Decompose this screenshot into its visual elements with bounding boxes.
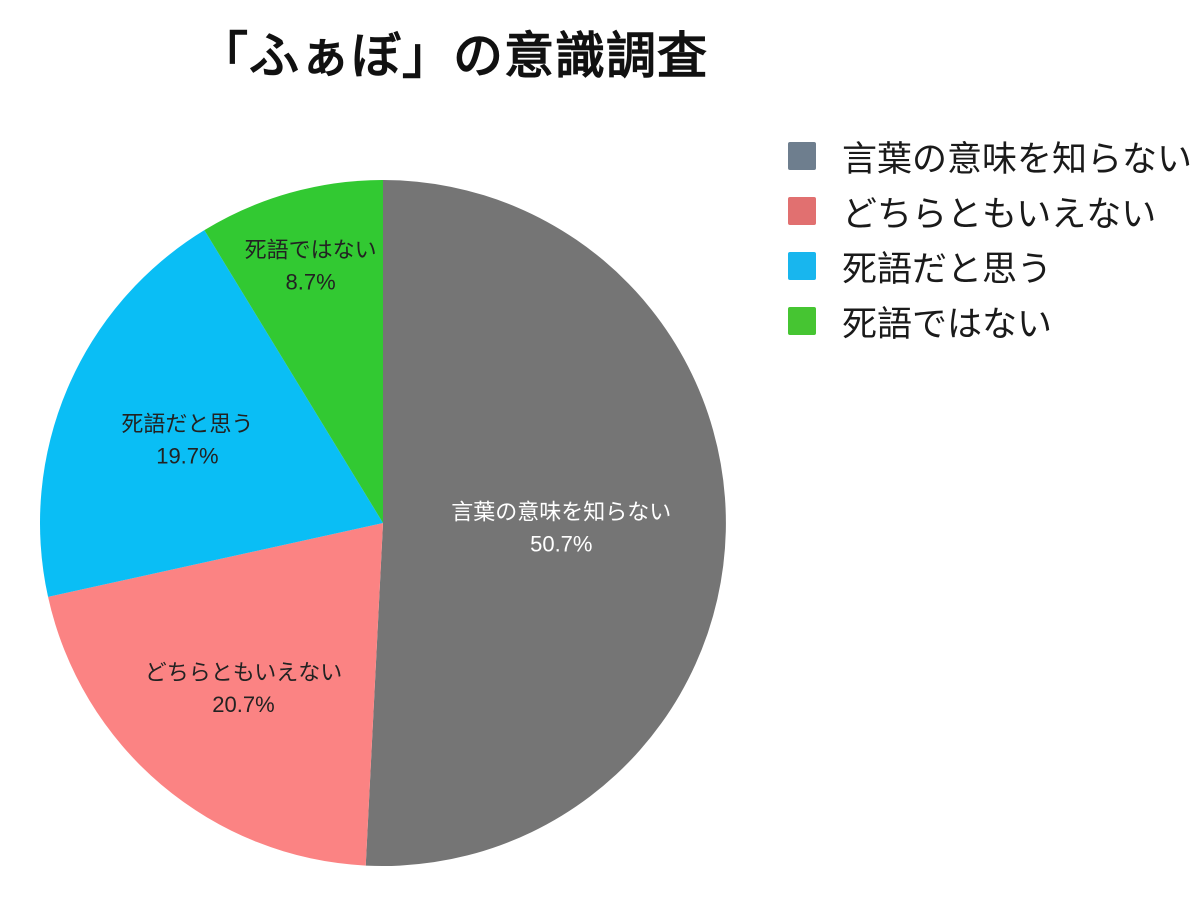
legend: 言葉の意味を知らない どちらともいえない 死語だと思う 死語ではない (788, 134, 1192, 354)
pie-slices-group (40, 180, 726, 866)
slice-label-text: 死語だと思う (121, 412, 253, 437)
legend-swatch-green (788, 307, 816, 335)
slice-label-gray: 言葉の意味を知らない 50.7% (451, 500, 671, 557)
legend-item-0: 言葉の意味を知らない (788, 134, 1192, 179)
legend-swatch-red (788, 197, 816, 225)
pie-slice-1 (48, 523, 384, 866)
slice-percent: 50.7% (530, 532, 592, 557)
chart-title: 「ふぁぼ」の意識調査 (198, 28, 708, 84)
legend-label: どちらともいえない (842, 194, 1157, 234)
legend-swatch-gray (788, 142, 816, 170)
slice-percent: 19.7% (156, 444, 218, 469)
legend-item-2: 死語だと思う (788, 244, 1192, 289)
legend-item-1: どちらともいえない (788, 189, 1192, 234)
legend-item-3: 死語ではない (788, 299, 1192, 344)
slice-label-blue: 死語だと思う 19.7% (121, 412, 253, 469)
slice-label-text: 死語ではない (245, 237, 377, 262)
legend-swatch-blue (788, 252, 816, 280)
slice-label-green: 死語ではない 8.7% (245, 237, 377, 294)
slice-label-text: 言葉の意味を知らない (451, 500, 671, 525)
slice-label-text: どちらともいえない (145, 660, 343, 685)
legend-label: 死語だと思う (842, 249, 1053, 289)
slice-percent: 8.7% (286, 269, 336, 294)
slice-label-red: どちらともいえない 20.7% (145, 660, 343, 717)
legend-label: 言葉の意味を知らない (842, 139, 1193, 179)
pie-slice-3 (204, 180, 383, 523)
legend-label: 死語ではない (842, 304, 1053, 344)
pie-slice-0 (365, 180, 726, 866)
pie-slice-2 (40, 230, 383, 597)
pie-chart: 言葉の意味を知らない 50.7% どちらともいえない 20.7% 死語だと思う … (40, 180, 726, 866)
slice-percent: 20.7% (212, 692, 274, 717)
